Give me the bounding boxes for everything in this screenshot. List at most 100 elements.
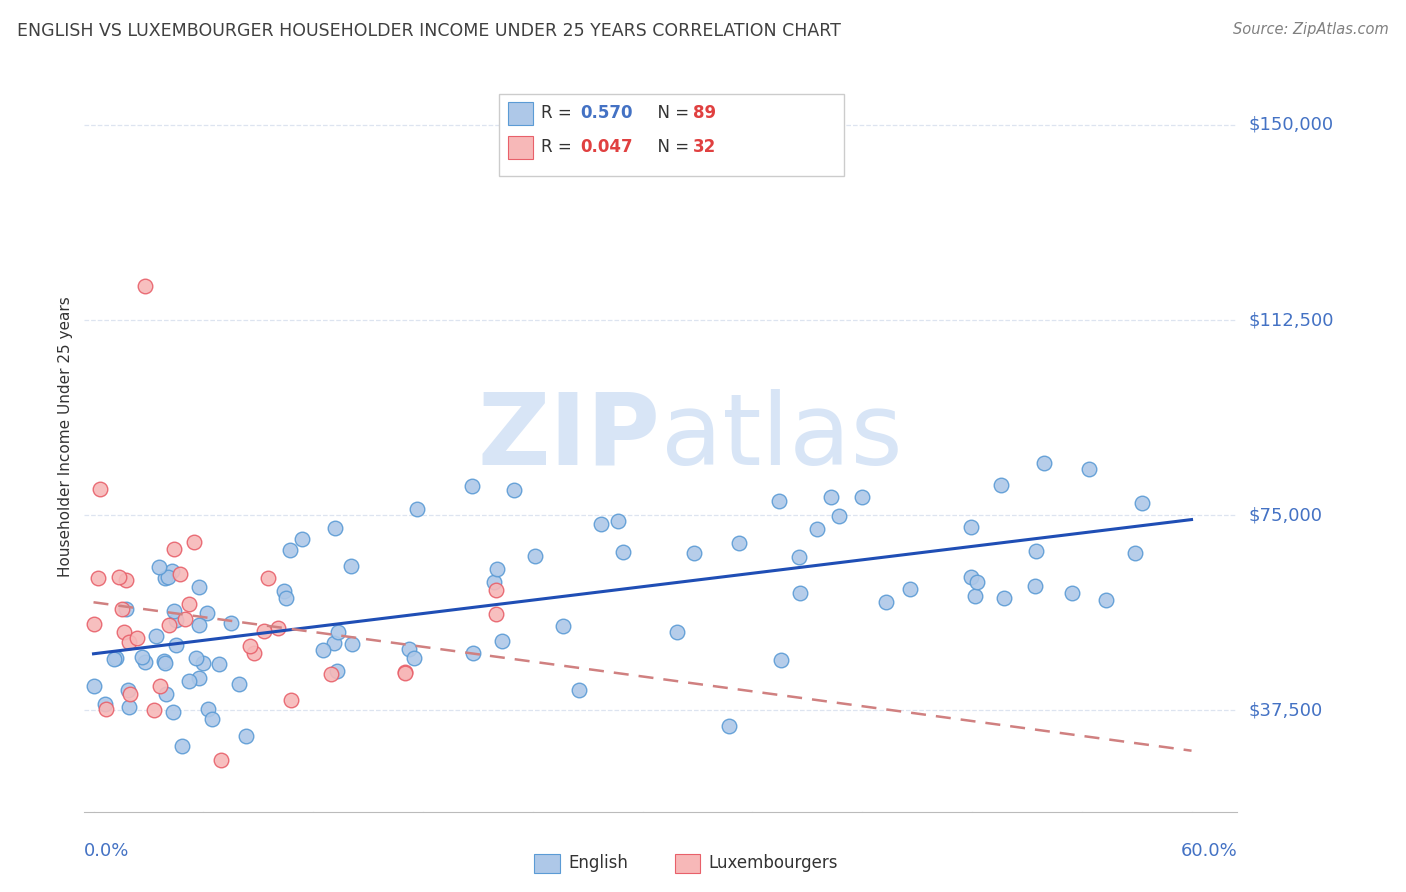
Point — [257, 571, 280, 585]
Point — [718, 719, 741, 733]
Point — [1032, 456, 1054, 470]
Text: 60.0%: 60.0% — [1181, 842, 1237, 860]
Text: 89: 89 — [693, 104, 716, 122]
Point — [208, 657, 231, 671]
Point — [108, 569, 131, 583]
Point — [179, 673, 201, 688]
Point — [398, 641, 420, 656]
Point — [221, 615, 243, 630]
Point — [162, 565, 184, 579]
Point — [134, 279, 156, 293]
Point — [156, 570, 179, 584]
Point — [321, 667, 343, 681]
Point — [155, 687, 177, 701]
Text: R =: R = — [541, 104, 578, 122]
Point — [406, 502, 429, 516]
Point — [875, 595, 897, 609]
Point — [323, 521, 346, 535]
Y-axis label: Householder Income Under 25 years: Householder Income Under 25 years — [58, 297, 73, 577]
Point — [163, 542, 186, 557]
Text: English: English — [568, 855, 628, 872]
Point — [485, 562, 508, 576]
Point — [115, 601, 138, 615]
Point — [172, 739, 194, 753]
Point — [768, 494, 790, 508]
Point — [112, 625, 135, 640]
Point — [851, 490, 873, 504]
Point — [183, 535, 205, 549]
Point — [789, 586, 811, 600]
Text: $75,000: $75,000 — [1249, 506, 1323, 524]
Point — [326, 624, 349, 639]
Point — [184, 651, 207, 665]
Point — [157, 618, 180, 632]
Point — [966, 574, 988, 589]
Point — [339, 558, 361, 573]
Text: 32: 32 — [693, 138, 717, 156]
Point — [149, 679, 172, 693]
Point — [228, 677, 250, 691]
Point — [787, 550, 810, 565]
Point — [174, 612, 197, 626]
Text: ENGLISH VS LUXEMBOURGER HOUSEHOLDER INCOME UNDER 25 YEARS CORRELATION CHART: ENGLISH VS LUXEMBOURGER HOUSEHOLDER INCO… — [17, 22, 841, 40]
Point — [589, 516, 612, 531]
Point — [83, 679, 105, 693]
Point — [683, 546, 706, 560]
Point — [503, 483, 526, 497]
Point — [607, 514, 630, 528]
Point — [460, 479, 482, 493]
Point — [162, 604, 184, 618]
Point — [148, 560, 170, 574]
Point — [806, 522, 828, 536]
Text: 0.570: 0.570 — [581, 104, 633, 122]
Point — [191, 657, 214, 671]
Point — [94, 697, 117, 711]
Point — [169, 566, 191, 581]
Point — [188, 580, 211, 594]
Point — [290, 532, 312, 546]
Point — [235, 729, 257, 743]
Point — [188, 671, 211, 685]
Point — [134, 655, 156, 669]
Text: Source: ZipAtlas.com: Source: ZipAtlas.com — [1233, 22, 1389, 37]
Point — [118, 699, 141, 714]
Point — [491, 634, 513, 648]
Text: $37,500: $37,500 — [1249, 701, 1323, 719]
Point — [322, 635, 344, 649]
Point — [197, 701, 219, 715]
Point — [188, 617, 211, 632]
Point — [278, 543, 301, 558]
Point — [155, 656, 177, 670]
Point — [485, 582, 508, 597]
Point — [463, 646, 485, 660]
Point — [312, 643, 335, 657]
Text: ZIP: ZIP — [478, 389, 661, 485]
Point — [402, 651, 425, 665]
Point — [568, 683, 591, 698]
Text: N =: N = — [647, 104, 695, 122]
Point — [87, 571, 110, 585]
Point — [326, 665, 349, 679]
Point — [96, 702, 118, 716]
Point — [524, 549, 547, 563]
Text: R =: R = — [541, 138, 578, 156]
Point — [83, 617, 105, 632]
Point — [143, 703, 166, 717]
Point — [243, 646, 266, 660]
Point — [153, 654, 176, 668]
Point — [394, 665, 416, 680]
Text: 0.047: 0.047 — [581, 138, 633, 156]
Point — [990, 478, 1012, 492]
Text: Luxembourgers: Luxembourgers — [709, 855, 838, 872]
Point — [209, 753, 232, 767]
Point — [960, 520, 983, 534]
Point — [201, 712, 224, 726]
Point — [280, 693, 302, 707]
Point — [104, 650, 127, 665]
Point — [394, 666, 416, 681]
Point — [1024, 579, 1046, 593]
Point — [1025, 544, 1047, 558]
Point — [274, 591, 297, 605]
Point — [103, 652, 125, 666]
Point — [89, 482, 111, 496]
